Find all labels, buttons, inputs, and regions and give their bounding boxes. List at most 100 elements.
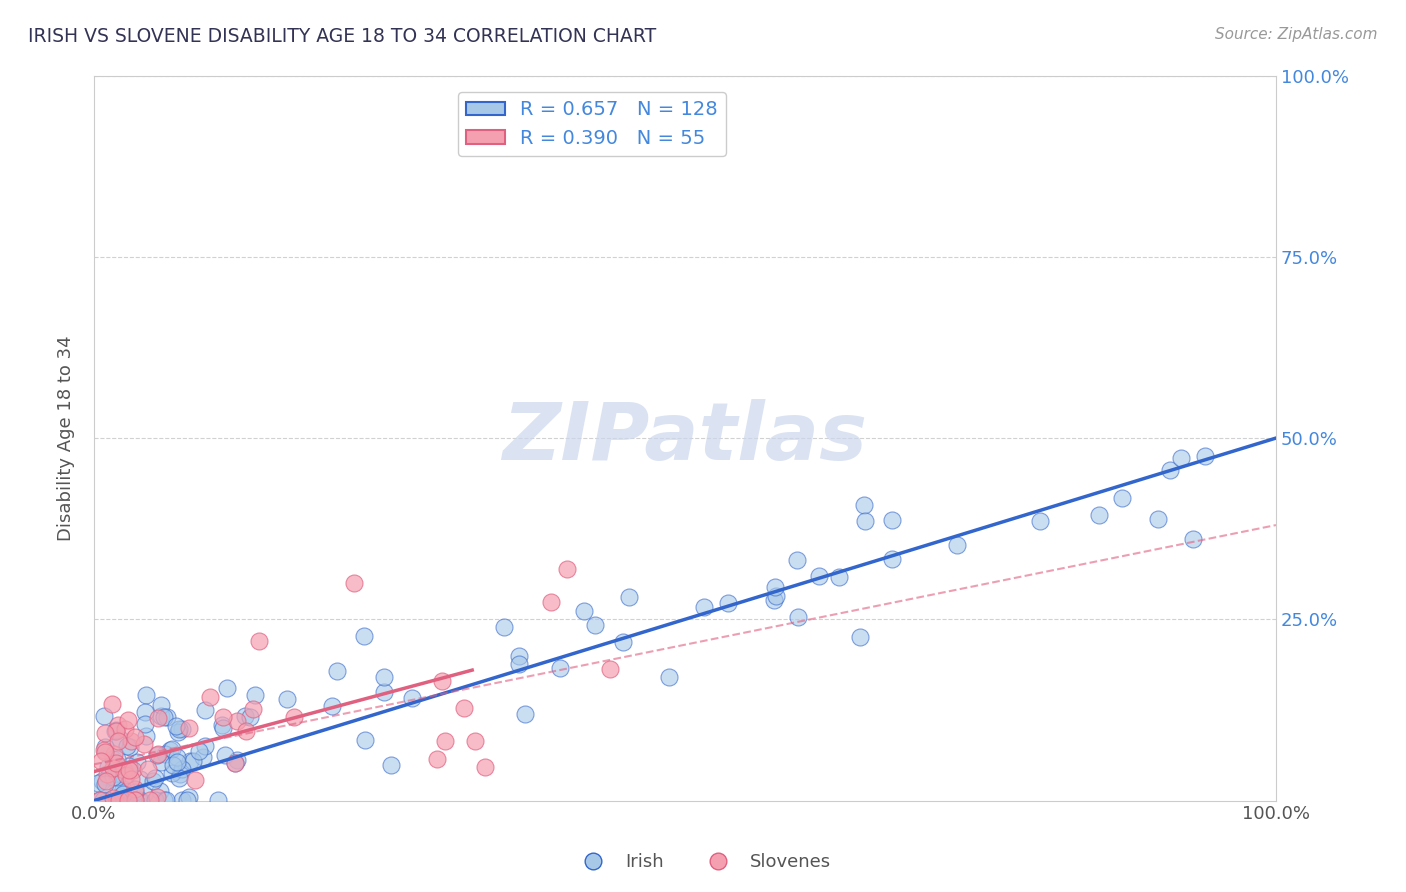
Point: [855, 514, 877, 528]
Point: [138, 762, 160, 776]
Point: [354, 733, 377, 747]
Point: [111, 793, 134, 807]
Point: [115, 739, 138, 753]
Point: [373, 685, 395, 699]
Point: [167, 722, 190, 736]
Point: [125, 756, 148, 770]
Point: [120, 739, 142, 754]
Point: [107, 734, 129, 748]
Point: [159, 742, 181, 756]
Point: [763, 593, 786, 607]
Point: [430, 673, 453, 688]
Point: [104, 724, 127, 739]
Point: [153, 747, 176, 762]
Point: [124, 793, 146, 807]
Point: [453, 700, 475, 714]
Point: [170, 793, 193, 807]
Point: [149, 755, 172, 769]
Point: [105, 770, 128, 784]
Text: ZIPatlas: ZIPatlas: [502, 399, 868, 477]
Point: [179, 721, 201, 735]
Point: [108, 793, 131, 807]
Point: [169, 767, 191, 781]
Point: [353, 629, 375, 643]
Point: [693, 599, 716, 614]
Point: [848, 630, 870, 644]
Point: [224, 756, 246, 771]
Point: [166, 755, 188, 769]
Point: [122, 763, 145, 777]
Point: [1111, 491, 1133, 506]
Point: [160, 741, 183, 756]
Point: [434, 733, 457, 747]
Point: [89, 793, 111, 807]
Point: [882, 551, 904, 566]
Point: [93, 742, 115, 756]
Text: Source: ZipAtlas.com: Source: ZipAtlas.com: [1215, 27, 1378, 42]
Point: [508, 648, 530, 663]
Y-axis label: Disability Age 18 to 34: Disability Age 18 to 34: [58, 335, 75, 541]
Point: [148, 711, 170, 725]
Point: [124, 785, 146, 799]
Point: [146, 790, 169, 805]
Point: [153, 710, 176, 724]
Point: [170, 762, 193, 776]
Point: [103, 752, 125, 766]
Point: [343, 576, 366, 591]
Point: [114, 770, 136, 784]
Point: [426, 752, 449, 766]
Point: [852, 498, 875, 512]
Point: [117, 713, 139, 727]
Point: [93, 739, 115, 754]
Point: [194, 703, 217, 717]
Point: [114, 768, 136, 782]
Point: [283, 709, 305, 723]
Legend: Irish, Slovenes: Irish, Slovenes: [567, 847, 839, 879]
Point: [207, 793, 229, 807]
Point: [242, 702, 264, 716]
Point: [107, 718, 129, 732]
Point: [211, 718, 233, 732]
Point: [150, 698, 173, 713]
Point: [93, 709, 115, 723]
Point: [111, 782, 134, 797]
Point: [107, 783, 129, 797]
Point: [401, 690, 423, 705]
Point: [110, 732, 132, 747]
Point: [153, 793, 176, 807]
Point: [1159, 463, 1181, 477]
Point: [139, 793, 162, 807]
Point: [1170, 450, 1192, 465]
Point: [717, 596, 740, 610]
Point: [97, 770, 120, 784]
Point: [239, 710, 262, 724]
Point: [326, 664, 349, 678]
Point: [193, 750, 215, 764]
Point: [245, 688, 267, 702]
Point: [211, 722, 233, 736]
Point: [118, 759, 141, 773]
Point: [765, 590, 787, 604]
Text: IRISH VS SLOVENE DISABILITY AGE 18 TO 34 CORRELATION CHART: IRISH VS SLOVENE DISABILITY AGE 18 TO 34…: [28, 27, 657, 45]
Point: [134, 737, 156, 751]
Point: [135, 688, 157, 702]
Point: [142, 774, 165, 789]
Point: [165, 719, 187, 733]
Point: [91, 793, 114, 807]
Point: [146, 747, 169, 762]
Point: [124, 730, 146, 744]
Point: [474, 759, 496, 773]
Point: [128, 793, 150, 807]
Point: [156, 710, 179, 724]
Point: [94, 745, 117, 759]
Point: [181, 754, 204, 768]
Point: [103, 761, 125, 775]
Point: [96, 773, 118, 788]
Point: [464, 733, 486, 747]
Point: [786, 553, 808, 567]
Point: [880, 513, 903, 527]
Point: [89, 793, 111, 807]
Point: [540, 595, 562, 609]
Point: [249, 634, 271, 648]
Point: [105, 752, 128, 766]
